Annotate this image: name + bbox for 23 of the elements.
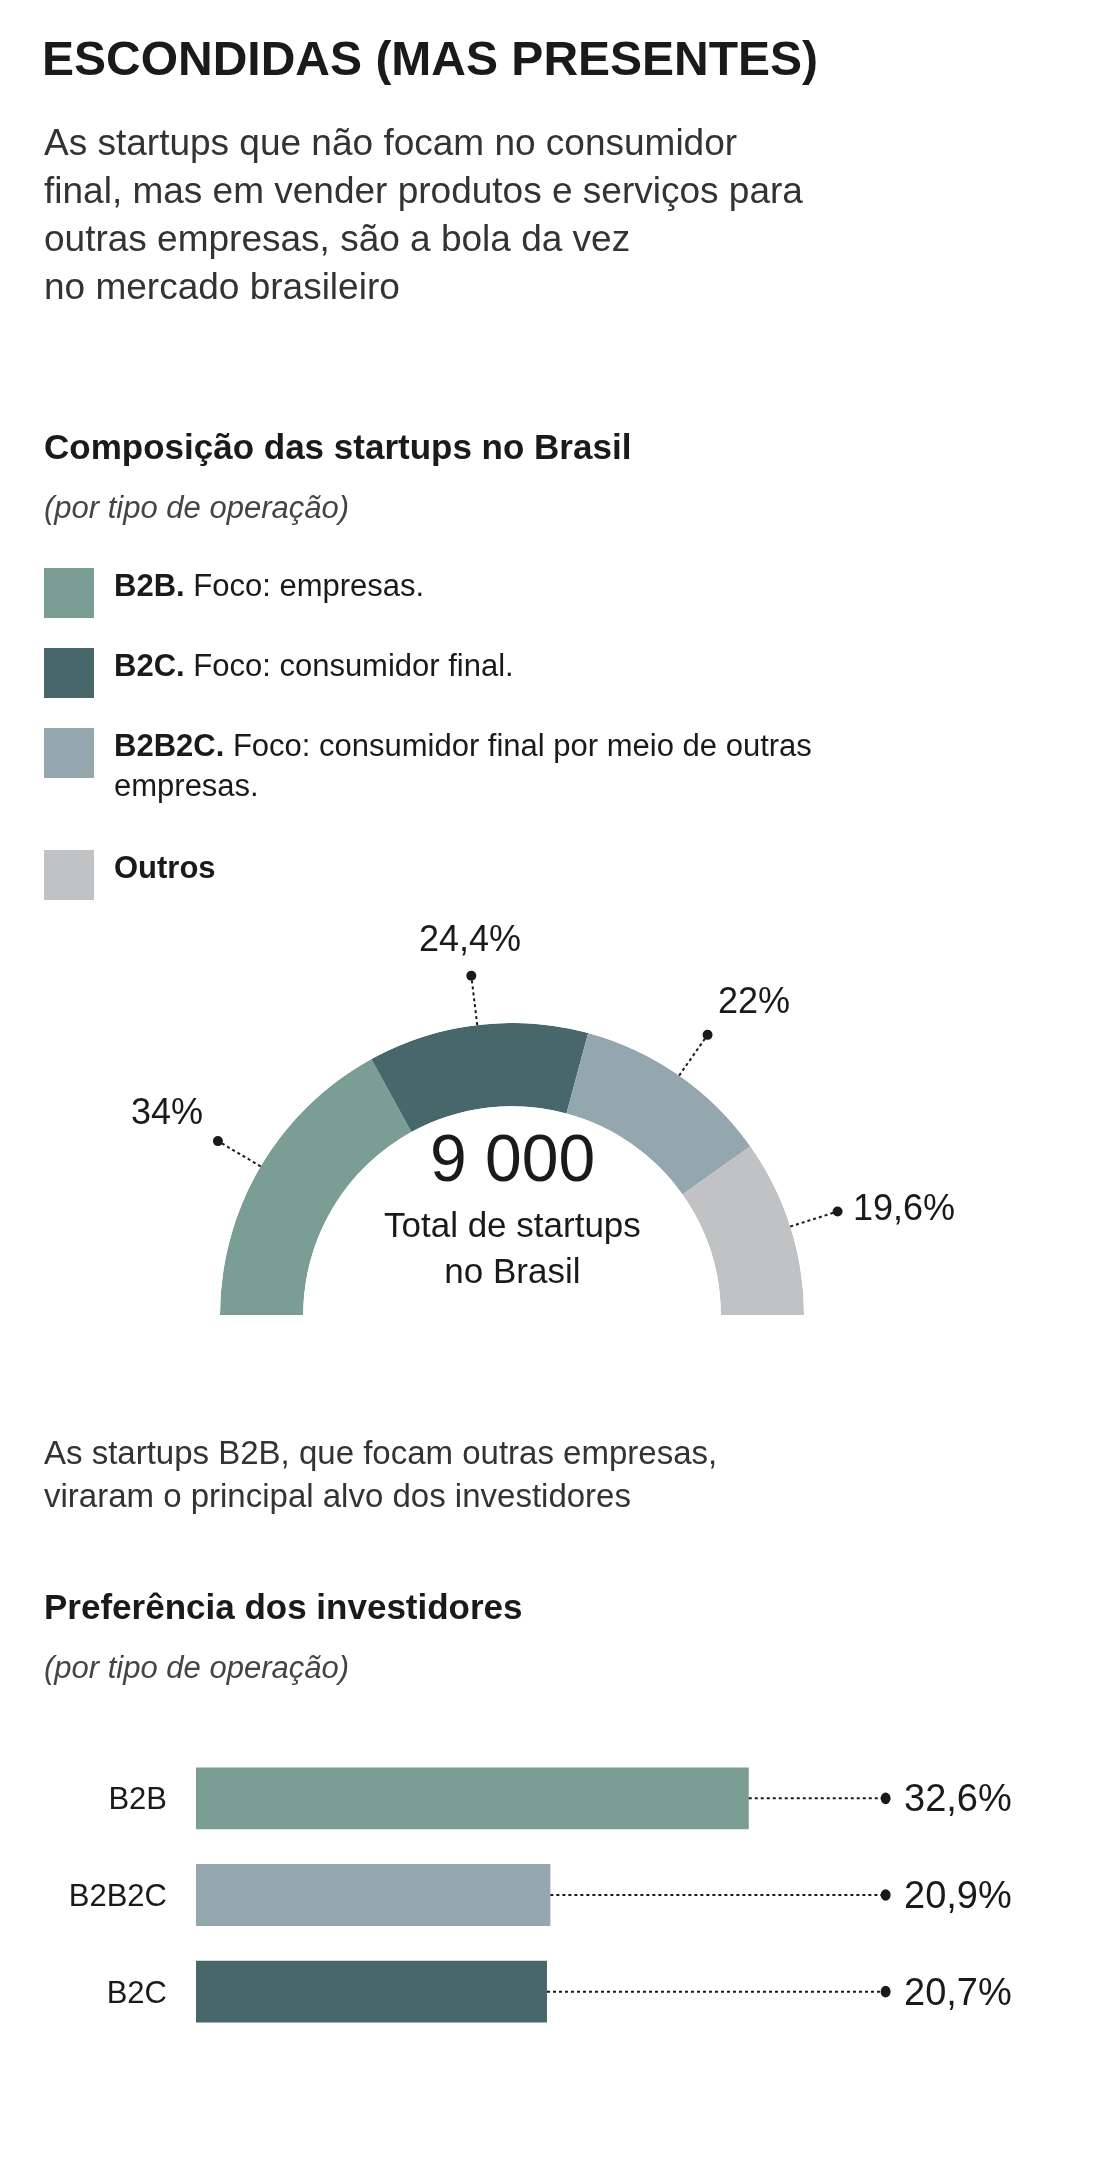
legend-label: B2B. Foco: empresas. (114, 568, 425, 603)
data-label: 34% (131, 1091, 204, 1132)
data-label: 19,6% (853, 1187, 956, 1228)
y-tick-label: B2C (106, 1974, 167, 2010)
data-label: 20,7% (904, 1971, 1012, 2013)
chart-title: Preferência dos investidores (44, 1587, 523, 1626)
legend-label: B2C. Foco: consumidor final. (114, 648, 514, 683)
chart-title: Composição das startups no Brasil (44, 427, 632, 466)
data-label: 24,4% (419, 918, 522, 959)
chart-subtitle: (por tipo de operação) (44, 490, 350, 525)
text: Total de startups no Brasil (384, 1205, 641, 1290)
text: ESCONDIDAS (MAS PRESENTES) (42, 32, 819, 85)
text: As startups B2B, que focam outras empresas, viraram o principal alvo dos investidores (44, 1434, 718, 1514)
chart-subtitle: (por tipo de operação) (44, 1650, 350, 1685)
data-label: 32,6% (904, 1777, 1012, 1819)
y-tick-label: B2B (108, 1781, 167, 1817)
legend-label: B2B2C. Foco: consumidor final por meio de outras empresas. (114, 728, 812, 804)
text: As startups que não focam no consumidor final, mas em vender produtos e serviços para outras empresas, são a bola da vez no mercado brasileiro (44, 122, 804, 308)
data-label: 20,9% (904, 1874, 1012, 1916)
text: 9 000 (430, 1121, 596, 1195)
y-tick-label: B2B2C (68, 1877, 167, 1913)
legend-label: Outros (114, 850, 216, 885)
data-label: 22% (718, 980, 791, 1021)
